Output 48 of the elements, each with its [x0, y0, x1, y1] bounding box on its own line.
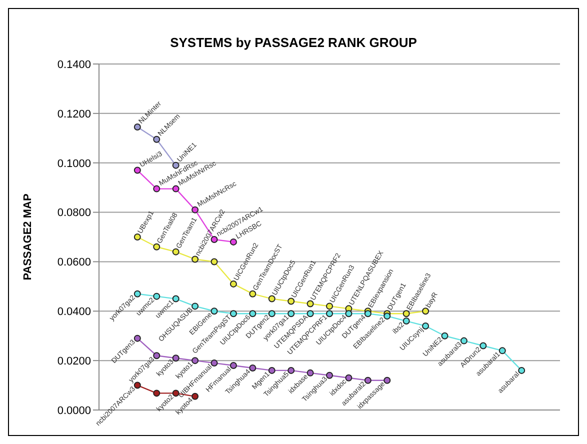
point	[134, 166, 141, 174]
point	[134, 234, 141, 240]
point	[460, 337, 468, 344]
point	[402, 310, 410, 318]
y-tick-label: 0.1400	[57, 58, 91, 71]
point	[364, 310, 372, 318]
point	[134, 124, 141, 131]
point	[192, 302, 199, 310]
point	[288, 298, 295, 305]
point	[306, 369, 314, 376]
point	[268, 295, 276, 302]
point	[345, 374, 352, 382]
point	[384, 312, 391, 320]
point	[326, 372, 333, 379]
point	[384, 376, 391, 384]
y-tick-label: 0.0000	[57, 404, 91, 417]
point	[249, 364, 256, 372]
point	[134, 290, 141, 298]
y-tick-label: 0.0600	[57, 256, 91, 269]
point	[192, 256, 199, 263]
point	[172, 248, 180, 256]
point	[134, 334, 141, 342]
y-axis-title: PASSAGE2 MAP	[22, 194, 34, 280]
point	[172, 185, 180, 192]
point	[326, 302, 333, 310]
point	[249, 290, 256, 298]
point	[498, 347, 506, 354]
point	[306, 300, 314, 308]
point	[153, 352, 160, 360]
point	[230, 280, 237, 288]
y-tick-label: 0.0800	[57, 207, 91, 220]
y-tick-label: 0.1000	[57, 158, 91, 170]
point	[172, 354, 180, 362]
point	[518, 366, 526, 374]
point	[153, 185, 160, 192]
point	[288, 366, 295, 374]
point	[153, 243, 160, 250]
point	[210, 258, 218, 266]
chart-title: SYSTEMS by PASSAGE2 RANK GROUP	[169, 35, 418, 50]
point	[172, 295, 180, 302]
y-tick-label: 0.0200	[57, 355, 91, 368]
point	[402, 318, 410, 325]
point	[480, 342, 487, 350]
y-tick-label: 0.1200	[57, 108, 91, 120]
point	[153, 292, 160, 300]
point	[441, 332, 448, 340]
point	[153, 136, 160, 143]
y-tick-label: 0.0400	[57, 306, 91, 318]
